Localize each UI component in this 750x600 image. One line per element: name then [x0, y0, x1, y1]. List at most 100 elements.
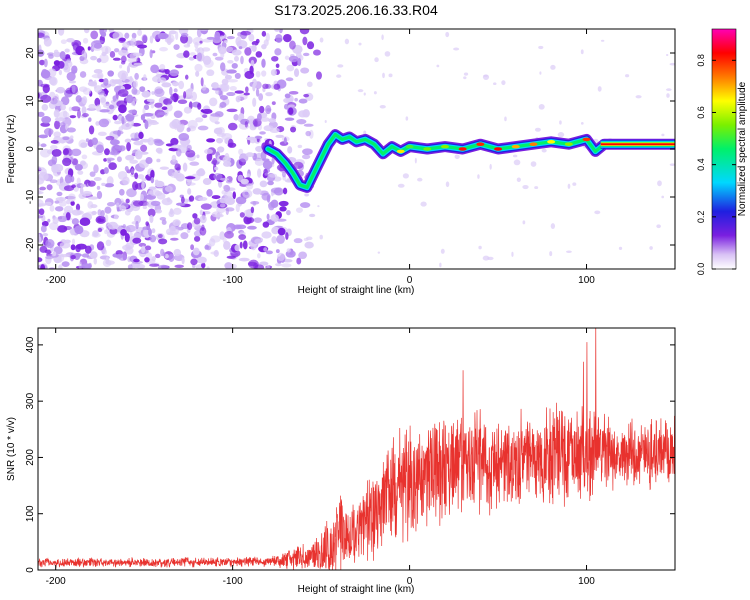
- noise-speckle: [165, 103, 173, 112]
- noise-speckle: [210, 235, 221, 243]
- noise-speckle: [144, 245, 152, 251]
- noise-speckle: [220, 83, 230, 92]
- noise-speckle: [87, 180, 96, 187]
- noise-speckle: [80, 183, 87, 188]
- noise-speckle: [148, 186, 157, 190]
- noise-speckle: [196, 256, 207, 264]
- spectrogram-y-label: Frequency (Hz): [6, 115, 17, 184]
- noise-speckle: [49, 179, 58, 184]
- noise-speckle: [113, 214, 119, 220]
- noise-speckle: [256, 152, 262, 160]
- noise-speckle: [112, 130, 124, 135]
- noise-speckle: [108, 104, 115, 110]
- noise-speckle: [49, 76, 58, 86]
- noise-speckle: [172, 207, 182, 215]
- noise-speckle: [170, 137, 179, 146]
- noise-speckle: [204, 148, 213, 155]
- noise-speckle: [40, 94, 52, 103]
- noise-speckle: [511, 251, 514, 257]
- noise-speckle: [148, 228, 152, 237]
- noise-speckle: [516, 177, 521, 183]
- noise-speckle: [81, 154, 88, 160]
- noise-speckle: [201, 262, 206, 269]
- noise-speckle: [52, 163, 64, 173]
- noise-speckle: [234, 90, 244, 94]
- noise-speckle: [155, 113, 160, 119]
- noise-speckle: [238, 113, 245, 121]
- noise-speckle: [197, 125, 209, 131]
- noise-speckle: [174, 228, 179, 235]
- noise-speckle: [214, 31, 221, 41]
- noise-speckle: [87, 196, 99, 200]
- noise-speckle: [39, 186, 47, 191]
- noise-speckle: [104, 183, 115, 188]
- noise-speckle: [137, 29, 143, 36]
- signal-peak: [405, 144, 414, 149]
- noise-speckle: [381, 34, 384, 41]
- noise-speckle: [178, 119, 189, 126]
- noise-speckle: [134, 172, 139, 180]
- signal-peak: [458, 147, 467, 151]
- noise-speckle: [324, 119, 327, 123]
- noise-speckle: [146, 98, 155, 102]
- noise-speckle: [38, 166, 45, 170]
- noise-speckle: [661, 195, 665, 199]
- noise-speckle: [190, 244, 195, 251]
- noise-speckle: [43, 58, 48, 68]
- noise-speckle: [75, 95, 82, 103]
- noise-speckle: [157, 112, 168, 116]
- noise-speckle: [258, 93, 264, 101]
- noise-speckle: [139, 86, 146, 93]
- noise-speckle: [566, 250, 572, 254]
- noise-speckle: [271, 226, 280, 235]
- noise-speckle: [131, 32, 137, 39]
- noise-speckle: [193, 217, 201, 225]
- noise-speckle: [625, 74, 630, 78]
- noise-speckle: [221, 132, 233, 141]
- noise-speckle: [70, 200, 75, 206]
- noise-speckle: [149, 263, 160, 267]
- noise-speckle: [206, 245, 211, 251]
- noise-speckle: [174, 264, 184, 269]
- noise-speckle: [103, 167, 109, 174]
- noise-speckle: [77, 170, 84, 175]
- noise-speckle: [70, 148, 82, 157]
- noise-speckle: [222, 160, 232, 167]
- noise-speckle: [255, 145, 264, 153]
- noise-speckle: [76, 109, 81, 119]
- noise-speckle: [173, 44, 180, 51]
- noise-speckle: [212, 158, 217, 165]
- noise-speckle: [226, 108, 238, 113]
- noise-speckle: [140, 114, 146, 121]
- noise-speckle: [192, 247, 200, 256]
- noise-speckle: [269, 127, 280, 134]
- noise-speckle: [550, 223, 556, 230]
- noise-speckle: [276, 234, 285, 244]
- noise-speckle: [243, 92, 250, 96]
- noise-speckle: [84, 245, 92, 254]
- colorbar-gradient: [711, 28, 737, 270]
- noise-speckle: [67, 193, 76, 202]
- noise-speckle: [559, 120, 562, 125]
- noise-speckle: [141, 90, 151, 98]
- noise-speckle: [148, 121, 159, 125]
- noise-speckle: [183, 50, 190, 58]
- noise-speckle: [149, 35, 154, 44]
- noise-speckle: [261, 44, 267, 50]
- noise-speckle: [109, 227, 118, 235]
- noise-speckle: [487, 256, 494, 261]
- noise-speckle: [306, 41, 315, 50]
- noise-speckle: [134, 72, 139, 80]
- noise-speckle: [199, 40, 203, 44]
- noise-speckle: [155, 147, 163, 154]
- noise-speckle: [402, 173, 409, 179]
- noise-speckle: [265, 250, 273, 255]
- noise-speckle: [550, 64, 556, 70]
- noise-speckle: [246, 216, 255, 224]
- noise-speckle: [79, 71, 87, 78]
- noise-speckle: [463, 76, 467, 80]
- noise-speckle: [305, 236, 313, 241]
- noise-speckle: [38, 171, 49, 181]
- noise-speckle: [124, 138, 132, 143]
- noise-speckle: [74, 225, 84, 235]
